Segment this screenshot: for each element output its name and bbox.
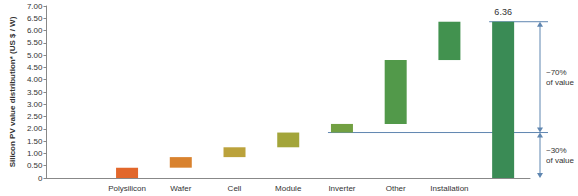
svg-text:5.00: 5.00 xyxy=(27,51,43,60)
svg-text:of value: of value xyxy=(546,78,575,87)
svg-text:Silicon PV value distribution*: Silicon PV value distribution* (US $ / W… xyxy=(8,16,17,167)
svg-text:Installation: Installation xyxy=(430,184,468,193)
svg-text:0: 0 xyxy=(38,174,43,183)
svg-text:4.00: 4.00 xyxy=(27,75,43,84)
svg-text:6.36: 6.36 xyxy=(494,7,512,17)
svg-text:4.50: 4.50 xyxy=(27,63,43,72)
svg-text:~70%: ~70% xyxy=(546,68,567,77)
svg-text:6.50: 6.50 xyxy=(27,14,43,23)
svg-text:7.00: 7.00 xyxy=(27,2,43,11)
svg-text:Other: Other xyxy=(386,184,406,193)
svg-text:Wafer: Wafer xyxy=(170,184,191,193)
svg-text:Polysilicon: Polysilicon xyxy=(108,184,146,193)
svg-text:3.00: 3.00 xyxy=(27,100,43,109)
svg-text:Cell: Cell xyxy=(228,184,242,193)
svg-text:5.50: 5.50 xyxy=(27,38,43,47)
svg-text:1.00: 1.00 xyxy=(27,149,43,158)
svg-text:~30%: ~30% xyxy=(546,146,567,155)
svg-text:6.00: 6.00 xyxy=(27,26,43,35)
svg-text:3.50: 3.50 xyxy=(27,88,43,97)
svg-text:2.50: 2.50 xyxy=(27,112,43,121)
svg-text:2.00: 2.00 xyxy=(27,124,43,133)
svg-text:of value: of value xyxy=(546,156,575,165)
svg-text:Inverter: Inverter xyxy=(328,184,355,193)
svg-text:1.50: 1.50 xyxy=(27,137,43,146)
svg-text:Module: Module xyxy=(275,184,302,193)
svg-text:0.50: 0.50 xyxy=(27,161,43,170)
